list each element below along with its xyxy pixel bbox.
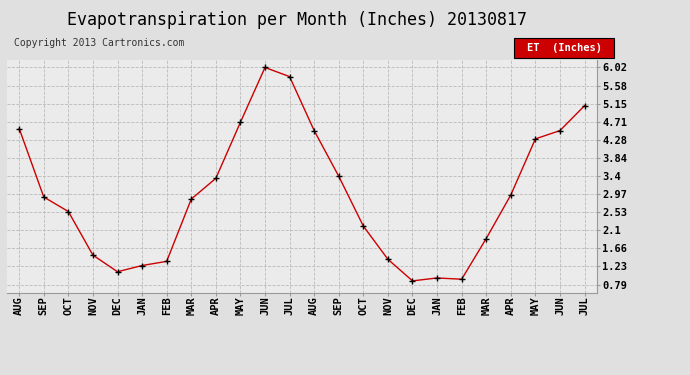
Text: Evapotranspiration per Month (Inches) 20130817: Evapotranspiration per Month (Inches) 20… bbox=[67, 11, 526, 29]
Text: Copyright 2013 Cartronics.com: Copyright 2013 Cartronics.com bbox=[14, 38, 184, 48]
Text: ET  (Inches): ET (Inches) bbox=[526, 43, 602, 53]
